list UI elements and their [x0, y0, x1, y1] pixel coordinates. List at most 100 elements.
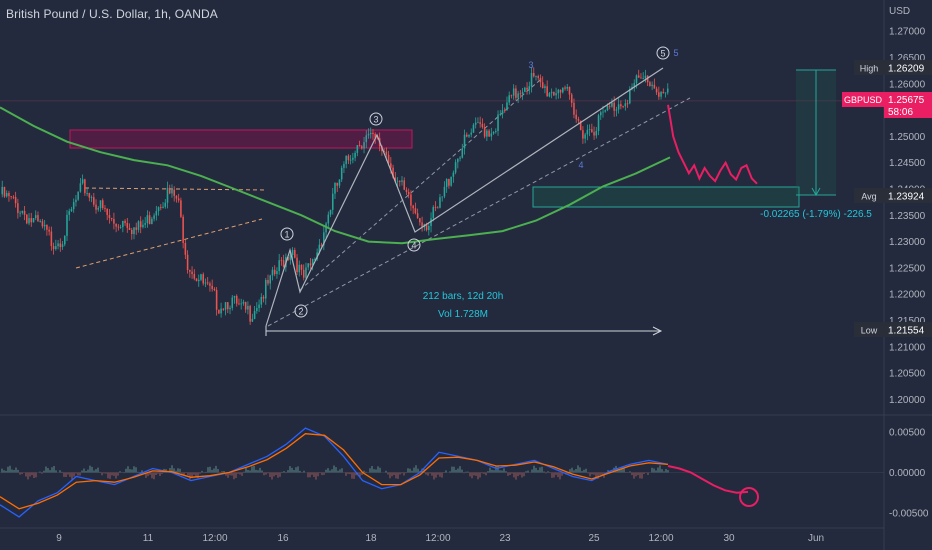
candle-body — [653, 84, 656, 89]
wave-label-text: 4 — [411, 241, 416, 251]
candle-body — [425, 224, 428, 231]
candle-body — [376, 137, 379, 139]
candle-body — [336, 182, 339, 186]
x-tick-label: 25 — [588, 533, 600, 544]
x-tick-label: 30 — [723, 533, 735, 544]
y-tick-label: 1.24500 — [889, 158, 926, 169]
candle-body — [588, 129, 591, 131]
candle-body — [465, 134, 468, 137]
candle-body — [524, 87, 526, 92]
candle-body — [193, 273, 196, 279]
candle-body — [122, 220, 124, 228]
current-price-value: 1.25675 — [888, 95, 925, 106]
candle-body — [84, 179, 86, 194]
candle-body — [189, 269, 191, 272]
x-tick-label: 16 — [277, 533, 289, 544]
candle-body — [410, 194, 412, 206]
candle-body — [658, 92, 660, 97]
candle-body — [235, 296, 238, 304]
candle-body — [369, 132, 372, 135]
candle-body — [595, 130, 598, 136]
x-tick-label: 23 — [499, 533, 511, 544]
y-tick-label: 1.20500 — [889, 369, 926, 380]
candle-body — [148, 215, 151, 225]
candle-body — [644, 75, 647, 79]
candle-body — [90, 197, 93, 199]
range-volume-label: Vol 1.728M — [438, 309, 488, 320]
candle-body — [398, 180, 401, 182]
x-tick-label: Jun — [808, 533, 824, 544]
x-tick-label: 12:00 — [648, 533, 673, 544]
candle-body — [195, 278, 198, 282]
candle-body — [139, 221, 142, 228]
candle-body — [213, 288, 216, 291]
candle-body — [479, 122, 481, 124]
candle-body — [483, 127, 486, 137]
wave-label-1: 1 — [280, 227, 294, 241]
candle-body — [267, 280, 269, 284]
candle-body — [463, 134, 466, 149]
candle-body — [57, 243, 59, 247]
resistance-zone — [69, 129, 413, 149]
candle-body — [579, 120, 582, 131]
candle-body — [41, 221, 44, 227]
candle-body — [104, 207, 106, 209]
candle-body — [515, 88, 517, 98]
x-tick-label: 18 — [365, 533, 377, 544]
candle-body — [352, 157, 354, 160]
candle-body — [242, 301, 245, 304]
candle-body — [249, 305, 251, 322]
candle-body — [110, 218, 113, 220]
low-tag-label: Low — [861, 326, 878, 336]
osc-y-tick-label: 0.00000 — [889, 468, 926, 479]
candle-body — [206, 282, 209, 284]
candle-body — [256, 308, 258, 312]
candle-body — [385, 151, 388, 155]
candle-body — [294, 250, 296, 258]
symbol-label: GBPUSD — [844, 95, 883, 105]
measure-arrowhead — [811, 187, 821, 197]
x-tick-label: 11 — [143, 533, 154, 544]
x-tick-label: 9 — [56, 533, 62, 544]
candle-body — [79, 183, 82, 192]
candle-body — [550, 91, 553, 94]
elliott-wave-path — [265, 67, 664, 327]
candle-body — [615, 109, 618, 111]
candle-body — [99, 200, 102, 208]
candle-body — [642, 78, 644, 79]
candle-body — [559, 89, 562, 93]
candle-body — [135, 227, 138, 230]
candle-body — [202, 274, 205, 284]
candle-body — [128, 227, 131, 230]
candle-body — [327, 214, 330, 224]
x-tick-label: 12:00 — [202, 533, 227, 544]
osc-y-tick-label: -0.00500 — [889, 508, 929, 519]
range-arrow-head — [652, 326, 663, 336]
candle-body — [537, 76, 540, 79]
candle-body — [421, 222, 423, 228]
candle-body — [568, 87, 571, 95]
wave-label-text: 1 — [284, 230, 289, 240]
price-axis-unit: USD — [889, 6, 910, 17]
candle-body — [309, 263, 312, 266]
candle-body — [593, 132, 595, 136]
candle-body — [55, 246, 57, 250]
y-tick-label: 1.22500 — [889, 263, 926, 274]
candle-body — [115, 223, 117, 227]
wave-label-circle — [407, 238, 421, 252]
candle-body — [430, 218, 432, 227]
candle-body — [142, 224, 144, 228]
candle-body — [19, 212, 21, 214]
candle-body — [490, 133, 493, 137]
candle-body — [72, 202, 75, 210]
candle-body — [488, 130, 490, 137]
candle-body — [133, 227, 135, 235]
candle-body — [244, 301, 247, 310]
y-tick-label: 1.26500 — [889, 53, 926, 64]
candle-body — [318, 244, 321, 253]
candle-body — [474, 122, 477, 125]
candle-body — [151, 218, 153, 225]
candle-body — [204, 282, 207, 284]
candle-body — [434, 207, 437, 208]
